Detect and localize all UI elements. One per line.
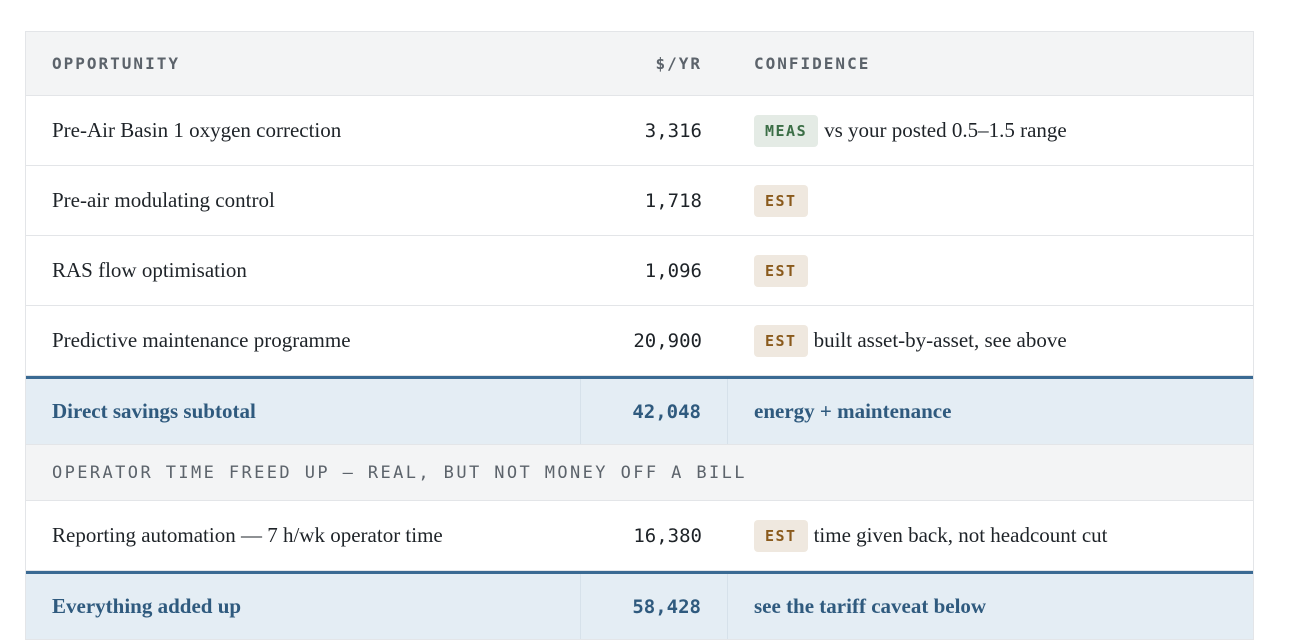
header-row: OPPORTUNITY $/YR CONFIDENCE: [26, 32, 1253, 96]
confidence-badge: EST: [754, 254, 808, 287]
value-cell: 20,900: [633, 329, 702, 352]
confidence-note: time given back, not headcount cut: [813, 523, 1108, 547]
confidence-cell: energy + maintenance: [728, 379, 1253, 444]
confidence-cell: EST: [728, 236, 1253, 305]
table-row: RAS flow optimisation 1,096 EST: [26, 236, 1253, 306]
table-row: Reporting automation — 7 h/wk operator t…: [26, 501, 1253, 571]
confidence-cell: MEAS vs your posted 0.5–1.5 range: [728, 96, 1253, 165]
opportunity-cell: Pre-air modulating control: [52, 188, 275, 212]
table-row: Pre-air modulating control 1,718 EST: [26, 166, 1253, 236]
value-cell: 3,316: [644, 119, 702, 142]
confidence-cell: see the tariff caveat below: [728, 574, 1253, 639]
value-cell: 16,380: [633, 524, 702, 547]
confidence-note: see the tariff caveat below: [754, 594, 987, 618]
value-cell: 1,718: [644, 189, 702, 212]
opportunity-cell: Reporting automation — 7 h/wk operator t…: [52, 523, 443, 547]
header-cell: CONFIDENCE: [754, 54, 871, 73]
confidence-note: energy + maintenance: [754, 399, 952, 423]
table-row: Pre-Air Basin 1 oxygen correction 3,316 ME…: [26, 96, 1253, 166]
savings-table: OPPORTUNITY $/YR CONFIDENCE Pre-Air Basi…: [25, 31, 1254, 640]
header-cell: OPPORTUNITY: [52, 54, 180, 73]
confidence-note: built asset-by-asset, see above: [813, 328, 1067, 352]
confidence-badge: MEAS: [754, 114, 819, 147]
confidence-badge: EST: [754, 184, 808, 217]
opportunity-cell: Predictive maintenance programme: [52, 328, 351, 352]
table-row: Predictive maintenance programme 20,900 ES…: [26, 306, 1253, 376]
total-row: Everything added up 58,428 see the tariff …: [26, 571, 1253, 640]
opportunity-cell: Direct savings subtotal: [26, 379, 581, 444]
value-cell: 42,048: [581, 379, 728, 444]
opportunity-cell: Everything added up: [26, 574, 581, 639]
section-heading: OPERATOR TIME FREED UP — REAL, BUT NOT M…: [26, 445, 1253, 501]
value-cell: 58,428: [581, 574, 728, 639]
confidence-cell: EST built asset-by-asset, see above: [728, 306, 1253, 375]
header-cell: $/YR: [655, 54, 702, 73]
opportunity-cell: Pre-Air Basin 1 oxygen correction: [52, 118, 342, 142]
total-row: Direct savings subtotal 42,048 energy + ma…: [26, 376, 1253, 445]
confidence-cell: EST time given back, not headcount cut: [728, 501, 1253, 570]
value-cell: 1,096: [644, 259, 702, 282]
confidence-cell: EST: [728, 166, 1253, 235]
confidence-badge: EST: [754, 324, 808, 357]
confidence-badge: EST: [754, 519, 808, 552]
opportunity-cell: RAS flow optimisation: [52, 258, 247, 282]
confidence-note: vs your posted 0.5–1.5 range: [824, 118, 1067, 142]
